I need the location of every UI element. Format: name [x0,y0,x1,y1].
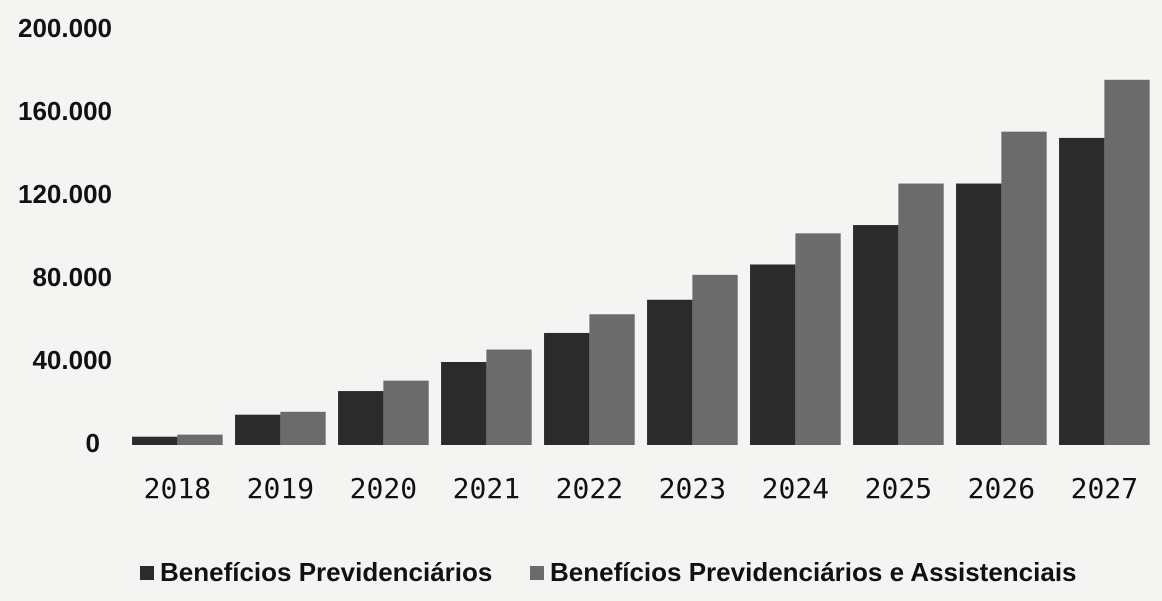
bar [692,274,738,445]
bar [750,264,796,445]
bar [1059,137,1105,445]
x-tick-label: 2018 [144,472,211,505]
bar [1001,131,1047,446]
y-tick-label: 160.000 [18,96,112,126]
y-tick-label: 120.000 [18,179,112,209]
x-tick-label: 2021 [453,472,520,505]
bar [853,225,899,445]
bar [383,380,429,445]
legend-label: Benefícios Previdenciários e Assistencia… [550,557,1077,587]
y-tick-label: 200.000 [18,13,112,43]
legend-swatch [140,566,154,580]
y-tick-label: 0 [86,428,100,458]
x-tick-label: 2022 [556,472,623,505]
x-tick-label: 2024 [762,472,829,505]
bar [177,434,223,445]
x-tick-label: 2025 [865,472,932,505]
bar [280,411,326,445]
bar [235,414,281,445]
bar [898,183,944,446]
x-tick-label: 2020 [350,472,417,505]
bar [338,391,384,445]
bar [486,349,532,445]
bar [544,332,590,445]
bar [647,299,693,445]
x-tick-label: 2026 [968,472,1035,505]
bar [589,314,635,445]
x-tick-label: 2027 [1071,472,1138,505]
x-tick-label: 2023 [659,472,726,505]
legend-label: Benefícios Previdenciários [160,557,492,587]
bar [441,362,487,445]
y-tick-label: 40.000 [32,345,112,375]
bar [132,436,178,445]
bar [956,183,1002,446]
y-tick-label: 80.000 [32,262,112,292]
bar [1104,79,1150,446]
legend-swatch [530,566,544,580]
bar [795,233,841,445]
x-tick-label: 2019 [247,472,314,505]
